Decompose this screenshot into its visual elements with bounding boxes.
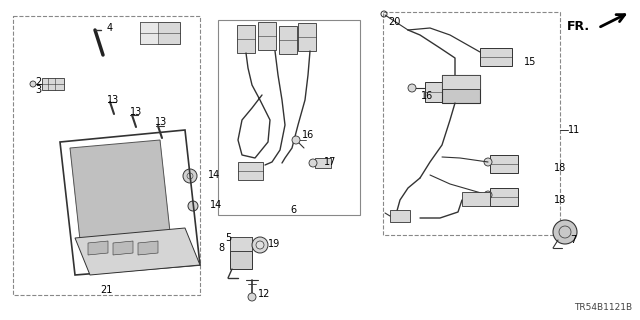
Bar [279, 26, 297, 54]
Bar [230, 237, 252, 269]
Text: 12: 12 [258, 289, 270, 299]
Text: 18: 18 [554, 163, 566, 173]
Circle shape [248, 293, 256, 301]
Circle shape [553, 220, 577, 244]
Text: 18: 18 [554, 195, 566, 205]
Text: FR.: FR. [567, 20, 590, 33]
Bar [462, 192, 490, 206]
Text: 8: 8 [218, 243, 224, 253]
Text: 20: 20 [388, 17, 401, 27]
Text: 5: 5 [225, 233, 231, 243]
Circle shape [309, 159, 317, 167]
Circle shape [252, 237, 268, 253]
Text: 16: 16 [421, 91, 433, 101]
Text: 16: 16 [302, 130, 314, 140]
Bar [218, 20, 360, 215]
Text: 15: 15 [524, 57, 536, 67]
Polygon shape [113, 241, 133, 255]
Polygon shape [70, 140, 170, 240]
Text: 13: 13 [130, 107, 142, 117]
Bar [480, 48, 512, 66]
Polygon shape [75, 228, 200, 275]
Bar [383, 12, 560, 235]
Text: 7: 7 [570, 235, 576, 245]
Text: 21: 21 [100, 285, 113, 295]
Text: 4: 4 [107, 23, 113, 33]
Text: 13: 13 [107, 95, 119, 105]
Bar [13, 16, 200, 295]
Bar [490, 188, 518, 206]
Circle shape [292, 136, 300, 144]
Circle shape [256, 241, 264, 249]
Bar [390, 210, 410, 222]
Bar [442, 75, 480, 103]
Text: 14: 14 [208, 170, 220, 180]
Text: TR54B1121B: TR54B1121B [574, 303, 632, 312]
Bar [298, 23, 316, 51]
Circle shape [484, 158, 492, 166]
Bar [238, 162, 263, 180]
Polygon shape [138, 241, 158, 255]
Bar [42, 78, 64, 90]
Text: 11: 11 [568, 125, 580, 135]
Bar [315, 158, 331, 168]
Text: 2: 2 [35, 77, 41, 87]
Text: 13: 13 [155, 117, 167, 127]
Bar [425, 82, 455, 102]
Circle shape [408, 84, 416, 92]
Circle shape [183, 169, 197, 183]
Circle shape [484, 191, 492, 199]
Bar [140, 22, 158, 44]
Text: 3: 3 [35, 85, 41, 95]
Bar [230, 237, 252, 251]
Bar [140, 22, 180, 44]
Bar [237, 25, 255, 53]
Bar [442, 75, 480, 89]
Text: 6: 6 [290, 205, 296, 215]
Text: 14: 14 [210, 200, 222, 210]
Text: 17: 17 [324, 157, 337, 167]
Text: 19: 19 [268, 239, 280, 249]
Circle shape [30, 81, 36, 87]
Bar [258, 22, 276, 50]
Circle shape [188, 201, 198, 211]
Polygon shape [88, 241, 108, 255]
Bar [490, 155, 518, 173]
